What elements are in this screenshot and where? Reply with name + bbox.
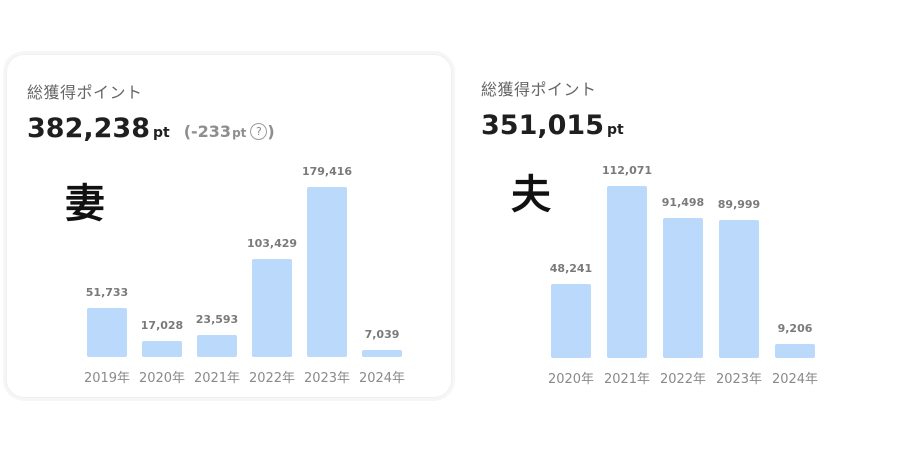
bar-value-label: 89,999 [717,197,761,211]
card-title: 総獲得ポイント [27,83,143,102]
chart-bar [142,340,182,357]
bar-value-label: 91,498 [661,195,705,209]
total-unit: pt [606,122,624,138]
bar-value-label: 51,733 [85,285,129,299]
x-tick-label: 2020年 [547,372,595,387]
chart-bar [607,186,647,358]
bar-value-label: 17,028 [140,318,184,332]
total-value: 382,238 [27,113,150,144]
points-card-husband: 総獲得ポイント 351,015 pt 夫 48,241 2020年 112,071 20… [463,54,897,398]
bar-value-label: 112,071 [601,164,653,177]
x-tick-label: 2021年 [603,372,651,387]
chart-bar [775,343,815,358]
x-tick-label: 2021年 [193,371,241,386]
x-tick-label: 2023年 [303,371,351,386]
total-points: 382,238 pt (-233pt?) [27,113,275,144]
x-tick-label: 2024年 [358,371,406,386]
card-title: 総獲得ポイント [481,80,597,99]
total-points: 351,015 pt [481,110,624,141]
chart-bar [663,217,703,358]
x-tick-label: 2019年 [83,371,131,386]
question-circle-icon[interactable]: ? [250,123,268,140]
chart-bar [551,283,591,358]
handwritten-label-wife: 妻 [65,180,105,227]
chart-bar [307,187,347,357]
chart-bar [252,258,292,357]
x-tick-label: 2020年 [138,371,186,386]
diff-value: -233 [191,122,232,141]
bar-value-label: 23,593 [195,312,239,326]
x-tick-label: 2023年 [715,372,763,387]
bar-value-label: 179,416 [301,165,353,178]
bar-value-label: 9,206 [777,321,813,335]
bar-value-label: 48,241 [549,261,593,275]
points-diff: (-233pt?) [183,122,275,141]
points-card-wife: 総獲得ポイント 382,238 pt (-233pt?) 妻 51,733 2019年… [6,54,452,398]
bar-value-label: 7,039 [364,328,400,342]
handwritten-label-husband: 夫 [511,171,551,218]
x-tick-label: 2022年 [248,371,296,386]
total-value: 351,015 [481,110,604,141]
chart-bar [719,219,759,358]
x-tick-label: 2022年 [659,372,707,387]
x-tick-label: 2024年 [771,372,819,387]
diff-unit: pt [232,126,247,140]
chart-bar [362,350,402,357]
chart-bar [87,307,127,357]
chart-bar [197,334,237,357]
bar-value-label: 103,429 [246,236,298,250]
total-unit: pt [152,125,170,141]
